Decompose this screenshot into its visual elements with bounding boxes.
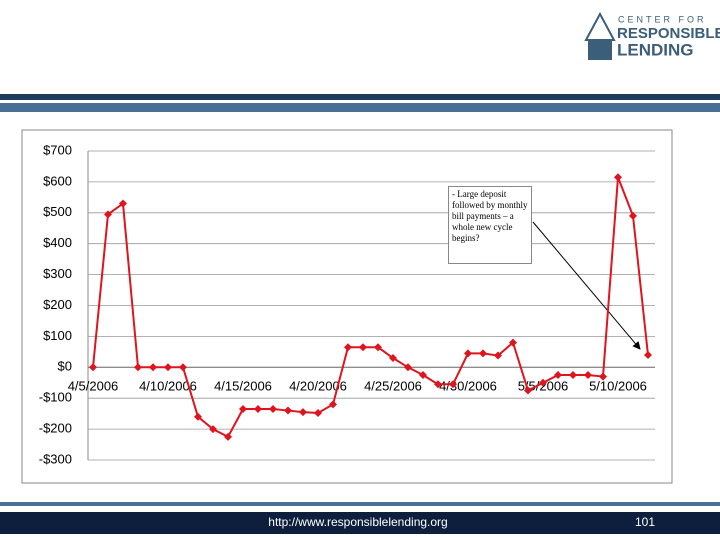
annotation-arrow [532,221,641,350]
footer-url: http://www.responsiblelending.org [268,515,447,529]
point [224,432,232,441]
x-tick-label: 4/30/2006 [439,379,497,394]
point [584,371,592,380]
point [134,363,142,372]
point [524,386,532,395]
point [404,363,412,372]
point [149,363,157,372]
y-tick-label: $500 [43,204,72,219]
y-tick-label: $400 [43,235,72,250]
footer-bar [0,502,720,506]
point [449,380,457,389]
header-bar [0,94,720,100]
y-tick-label: $300 [43,266,72,281]
point [299,408,307,417]
x-tick-label: 4/25/2006 [364,379,422,394]
point [359,343,367,352]
logo-text: LENDING [617,40,694,59]
point [374,343,382,352]
point [344,343,352,352]
point [464,349,472,358]
x-tick-label: 4/10/2006 [139,379,197,394]
x-tick-label: 4/20/2006 [289,379,347,394]
point [194,412,202,421]
point [119,199,127,208]
point [419,371,427,380]
x-tick-label: 5/10/2006 [589,379,647,394]
logo-icon [584,11,616,41]
y-tick-label: $700 [43,142,72,157]
point [389,354,397,363]
point [89,363,97,372]
point [599,372,607,381]
point [614,173,622,182]
page-number: 101 [635,515,655,529]
logo-icon-base [588,40,612,60]
point [479,349,487,358]
y-tick-label: $0 [58,359,72,374]
y-tick-label: $100 [43,328,72,343]
point [434,380,442,389]
point [629,211,637,220]
point [509,338,517,347]
chart-frame [21,129,673,484]
y-tick-label: -$100 [39,390,72,405]
logo-text: RESPONSIBLE [617,25,720,42]
point [554,371,562,380]
y-tick-label: -$300 [39,451,72,466]
point [239,405,247,414]
point [254,405,262,414]
point [569,371,577,380]
point [329,400,337,409]
logo: CENTER FOR RESPONSIBLE LENDING [584,11,720,60]
point [494,351,502,360]
y-tick-label: -$200 [39,421,72,436]
x-tick-label: 4/15/2006 [214,379,272,394]
y-tick-label: $600 [43,173,72,188]
point [179,363,187,372]
point [209,425,217,434]
point [269,405,277,414]
point [644,350,652,359]
point [164,363,172,372]
header-bar [0,103,720,112]
annotation: - Large deposit followed by monthly bill… [448,186,532,264]
point [284,406,292,415]
logo-text: CENTER FOR [618,14,707,24]
point [539,378,547,387]
point [104,210,112,219]
point [314,409,322,418]
x-tick-label: 4/5/2006 [68,379,119,394]
y-tick-label: $200 [43,297,72,312]
footer-bar [0,512,720,534]
